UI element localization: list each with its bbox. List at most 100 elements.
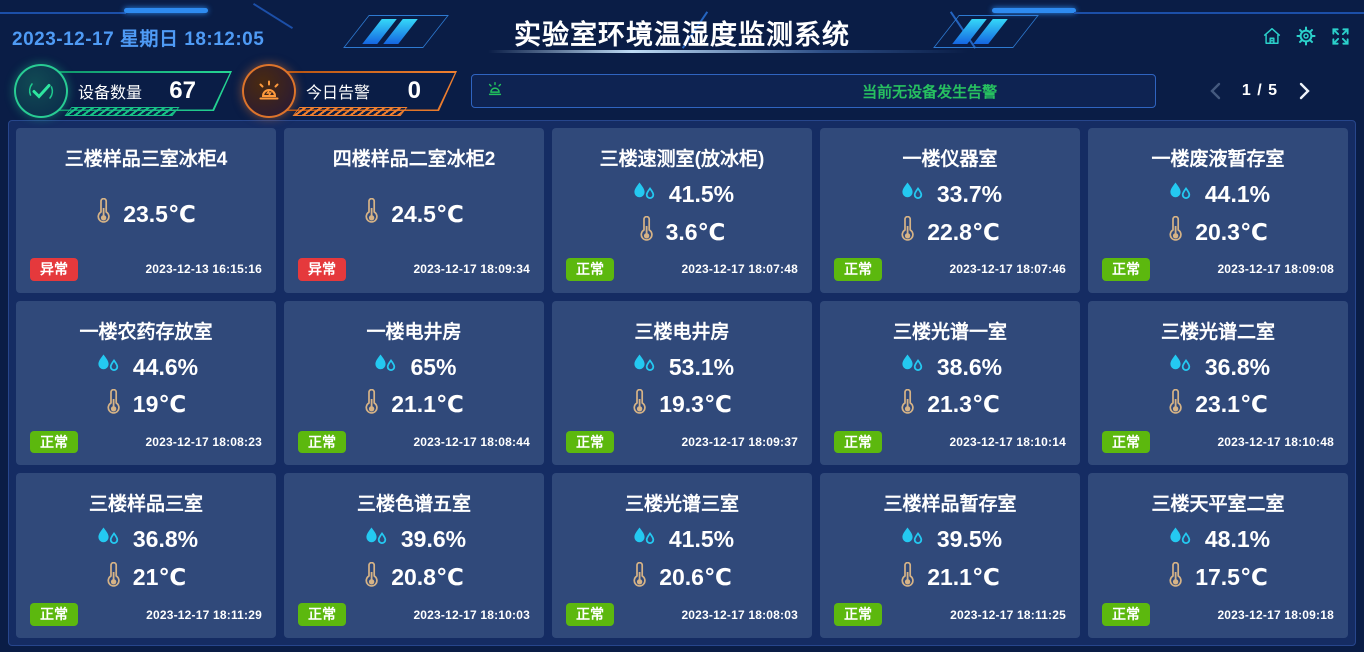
today-alarms-value: 0 bbox=[407, 77, 421, 104]
room-card[interactable]: 三楼光谱一室 38.6% bbox=[820, 300, 1080, 466]
temperature-value: 24.5℃ bbox=[391, 200, 464, 227]
header-deco-bar-left bbox=[124, 8, 208, 13]
room-card[interactable]: 三楼光谱二室 36.8% bbox=[1088, 300, 1348, 466]
card-footer: 异常 2023-12-17 18:09:34 bbox=[298, 257, 530, 281]
room-card[interactable]: 一楼仪器室 33.7% bbox=[820, 128, 1080, 293]
readings: 23.5℃ bbox=[30, 171, 262, 258]
status-badge: 正常 bbox=[1102, 603, 1150, 626]
thermometer-icon bbox=[632, 561, 647, 594]
room-name: 三楼光谱三室 bbox=[624, 494, 739, 516]
temperature-reading: 21℃ bbox=[106, 561, 186, 594]
readings: 48.1% 17.5℃ bbox=[1102, 516, 1334, 603]
header-deco-bar-right bbox=[992, 8, 1076, 13]
humidity-drops-icon bbox=[1166, 353, 1193, 381]
fullscreen-icon[interactable] bbox=[1330, 26, 1350, 46]
humidity-reading: 38.6% bbox=[898, 353, 1002, 381]
temperature-reading: 20.8℃ bbox=[364, 561, 464, 594]
humidity-value: 36.8% bbox=[132, 526, 199, 553]
readings: 41.5% 3.6℃ bbox=[566, 171, 798, 258]
room-card[interactable]: 三楼样品三室 36.8% bbox=[16, 473, 276, 638]
temperature-reading: 3.6℃ bbox=[639, 216, 726, 248]
room-card[interactable]: 一楼废液暂存室 44.1% bbox=[1088, 128, 1348, 293]
timestamp: 2023-12-17 18:08:44 bbox=[413, 434, 530, 449]
humidity-reading: 39.5% bbox=[898, 526, 1002, 554]
room-card[interactable]: 四楼样品二室冰柜2 bbox=[284, 128, 544, 293]
header-deco-slashes-left bbox=[343, 15, 449, 48]
room-name: 三楼样品暂存室 bbox=[883, 494, 1017, 516]
humidity-value: 39.6% bbox=[400, 526, 467, 553]
header: 2023-12-17 星期日 18:12:05 实验室环境温湿度监测系统 bbox=[0, 0, 1364, 58]
readings: 36.8% 21℃ bbox=[30, 516, 262, 603]
humidity-value: 39.5% bbox=[936, 526, 1003, 553]
page-indicator: 1 / 5 bbox=[1241, 82, 1279, 99]
datetime-display: 2023-12-17 星期日 18:12:05 bbox=[12, 29, 265, 50]
room-card[interactable]: 三楼色谱五室 39.6% bbox=[284, 473, 544, 638]
temperature-reading: 19.3℃ bbox=[632, 388, 732, 421]
status-badge: 正常 bbox=[298, 430, 346, 454]
readings: 39.6% 20.8℃ bbox=[298, 516, 530, 603]
chevron-left-icon[interactable] bbox=[1209, 82, 1222, 100]
room-name: 三楼速测室(放冰柜) bbox=[599, 149, 765, 170]
temperature-value: 21.3℃ bbox=[927, 391, 1000, 418]
chevron-right-icon[interactable] bbox=[1298, 82, 1311, 100]
humidity-reading: 48.1% bbox=[1166, 526, 1270, 554]
pagination: 1 / 5 bbox=[1170, 82, 1350, 100]
today-alarms-label: 今日告警 bbox=[306, 85, 371, 102]
temperature-value: 22.8℃ bbox=[927, 218, 1000, 245]
room-name: 三楼光谱一室 bbox=[892, 321, 1007, 343]
room-card[interactable]: 三楼样品暂存室 39.5% bbox=[820, 473, 1080, 638]
room-name: 三楼样品三室 bbox=[88, 494, 203, 516]
room-card[interactable]: 三楼样品三室冰柜4 bbox=[16, 128, 276, 293]
temperature-value: 17.5℃ bbox=[1195, 564, 1268, 591]
device-count-stripe-deco bbox=[64, 107, 180, 116]
home-icon[interactable] bbox=[1262, 26, 1282, 46]
status-badge: 正常 bbox=[30, 430, 78, 454]
humidity-drops-icon bbox=[371, 353, 398, 381]
humidity-reading: 41.5% bbox=[630, 181, 734, 209]
humidity-value: 33.7% bbox=[936, 181, 1003, 208]
room-name: 四楼样品二室冰柜2 bbox=[332, 149, 496, 170]
room-card[interactable]: 一楼农药存放室 44.6% bbox=[16, 300, 276, 466]
timestamp: 2023-12-17 18:09:34 bbox=[413, 262, 530, 277]
timestamp: 2023-12-17 18:09:37 bbox=[681, 434, 798, 449]
timestamp: 2023-12-17 18:08:03 bbox=[681, 607, 798, 622]
thermometer-icon bbox=[106, 561, 121, 594]
temperature-value: 20.6℃ bbox=[659, 564, 732, 591]
thermometer-icon bbox=[632, 388, 647, 421]
temperature-value: 3.6℃ bbox=[665, 218, 726, 245]
status-badge: 异常 bbox=[30, 257, 78, 281]
timestamp: 2023-12-17 18:09:18 bbox=[1217, 607, 1334, 622]
today-alarms-stat: 今日告警 0 bbox=[242, 64, 457, 118]
card-footer: 正常 2023-12-17 18:11:25 bbox=[834, 603, 1066, 626]
humidity-value: 48.1% bbox=[1204, 526, 1271, 553]
room-name: 一楼农药存放室 bbox=[79, 321, 213, 343]
status-badge: 正常 bbox=[566, 430, 614, 454]
stats-row: 设备数量 67 今日告警 0 bbox=[0, 58, 1364, 120]
room-name: 三楼样品三室冰柜4 bbox=[64, 149, 228, 170]
humidity-reading: 65% bbox=[371, 353, 457, 381]
humidity-reading: 41.5% bbox=[630, 526, 734, 554]
humidity-drops-icon bbox=[94, 526, 121, 554]
room-card[interactable]: 三楼速测室(放冰柜) 41.5% bbox=[552, 128, 812, 293]
humidity-drops-icon bbox=[630, 526, 657, 554]
humidity-value: 44.6% bbox=[132, 353, 199, 380]
card-footer: 正常 2023-12-17 18:11:29 bbox=[30, 603, 262, 626]
readings: 24.5℃ bbox=[298, 171, 530, 258]
temperature-value: 23.5℃ bbox=[123, 200, 196, 227]
temperature-value: 20.8℃ bbox=[391, 564, 464, 591]
header-deco-line-right bbox=[1074, 12, 1364, 14]
status-badge: 正常 bbox=[1102, 257, 1150, 281]
temperature-reading: 22.8℃ bbox=[900, 216, 1000, 248]
room-card[interactable]: 三楼光谱三室 41.5% bbox=[552, 473, 812, 638]
today-alarms-stripe-deco bbox=[292, 107, 408, 116]
humidity-reading: 44.1% bbox=[1166, 181, 1270, 209]
settings-gear-icon[interactable] bbox=[1296, 26, 1316, 46]
readings: 36.8% 23.1℃ bbox=[1102, 344, 1334, 431]
room-card[interactable]: 一楼电井房 65% bbox=[284, 300, 544, 466]
room-card[interactable]: 三楼天平室二室 48.1% bbox=[1088, 473, 1348, 638]
temperature-value: 19.3℃ bbox=[659, 391, 732, 418]
timestamp: 2023-12-17 18:07:48 bbox=[681, 262, 798, 277]
thermometer-icon bbox=[639, 216, 654, 248]
status-badge: 正常 bbox=[566, 603, 614, 626]
room-card[interactable]: 三楼电井房 53.1% bbox=[552, 300, 812, 466]
